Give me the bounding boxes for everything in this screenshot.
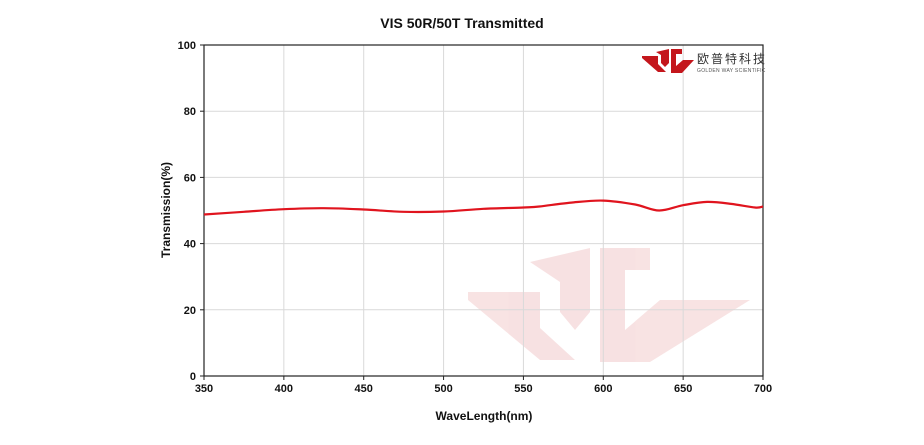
- y-tick-label: 80: [184, 106, 196, 118]
- x-axis-label: WaveLength(nm): [436, 409, 533, 423]
- watermark-logo: [468, 248, 750, 362]
- brand-logo: 欧普特科技 GOLDEN WAY SCIENTIFIC: [642, 49, 767, 74]
- x-tick-label: 700: [754, 383, 772, 395]
- ticks: 350 400 450 500 550 600 650 700 0 20 40 60 80 100: [178, 40, 773, 395]
- plot-frame: [203, 44, 764, 377]
- logo-name-en: GOLDEN WAY SCIENTIFIC: [697, 68, 766, 74]
- chart-title: VIS 50R/50T Transmitted: [380, 15, 543, 31]
- y-tick-label: 40: [184, 239, 196, 251]
- x-tick-label: 550: [514, 383, 532, 395]
- grid: [204, 45, 763, 376]
- series-layer: [203, 199, 764, 216]
- x-tick-label: 600: [594, 383, 612, 395]
- logo-mark-mid: [656, 49, 669, 67]
- x-tick-label: 450: [355, 383, 373, 395]
- watermark-shape-right: [600, 248, 750, 362]
- logo-mark-right: [671, 49, 694, 73]
- y-axis-label: Transmission(%): [159, 162, 173, 258]
- logo-name-cn: 欧普特科技: [697, 51, 767, 66]
- x-tick-label: 650: [674, 383, 692, 395]
- y-tick-label: 100: [178, 40, 196, 52]
- watermark-shape-left: [468, 292, 575, 360]
- x-tick-label: 500: [434, 383, 452, 395]
- series-line: [203, 199, 764, 216]
- x-tick-label: 400: [275, 383, 293, 395]
- x-tick-label: 350: [195, 383, 213, 395]
- y-tick-label: 0: [190, 371, 196, 383]
- y-tick-label: 60: [184, 172, 196, 184]
- logo-mark-left: [642, 56, 666, 72]
- y-tick-label: 20: [184, 305, 196, 317]
